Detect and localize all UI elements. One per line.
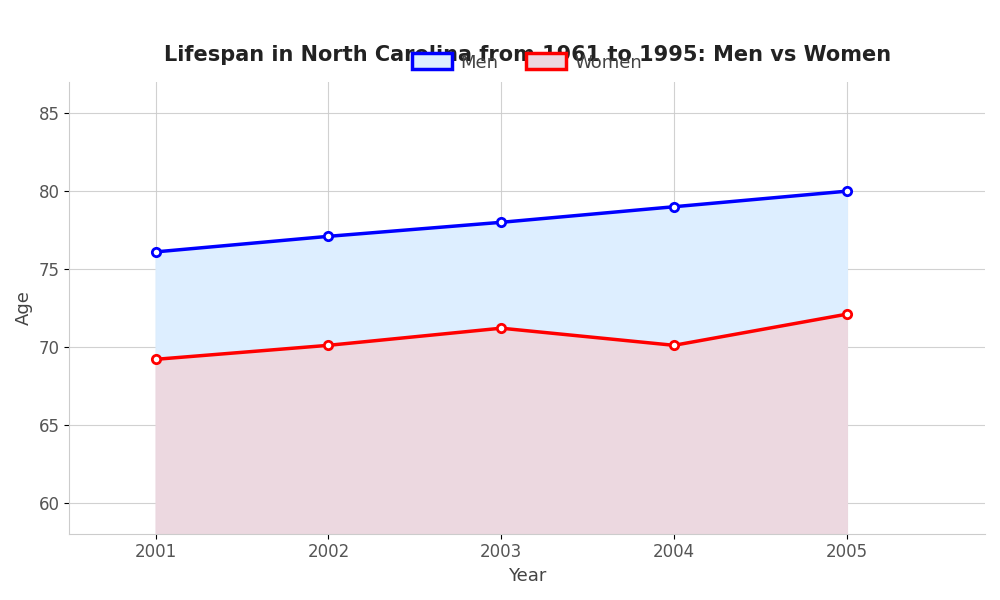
Legend: Men, Women: Men, Women [405, 46, 650, 79]
Y-axis label: Age: Age [15, 290, 33, 325]
X-axis label: Year: Year [508, 567, 546, 585]
Title: Lifespan in North Carolina from 1961 to 1995: Men vs Women: Lifespan in North Carolina from 1961 to … [164, 46, 891, 65]
